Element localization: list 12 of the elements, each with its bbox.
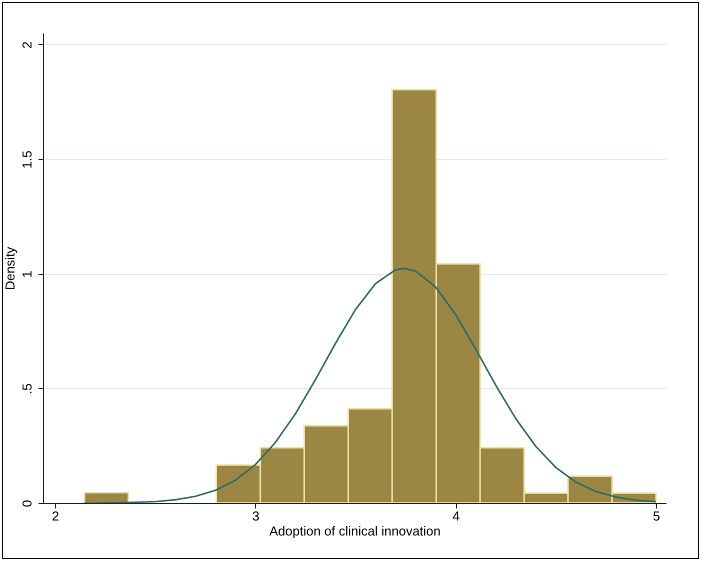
y-tick-label: 1.5 <box>20 150 34 169</box>
x-axis-title: Adoption of clinical innovation <box>269 524 441 538</box>
y-axis-title: Density <box>2 246 18 290</box>
y-tick-label: 2 <box>20 41 34 49</box>
line-series <box>84 268 657 503</box>
x-tick-label: 4 <box>452 508 460 524</box>
y-tick-label: 0 <box>20 500 34 508</box>
y-tick-label: .5 <box>20 383 34 394</box>
x-tick-label: 2 <box>52 508 60 524</box>
x-tick-label: 5 <box>652 508 660 524</box>
x-tick-label: 3 <box>252 508 260 524</box>
y-tick-label: 1 <box>20 270 34 278</box>
